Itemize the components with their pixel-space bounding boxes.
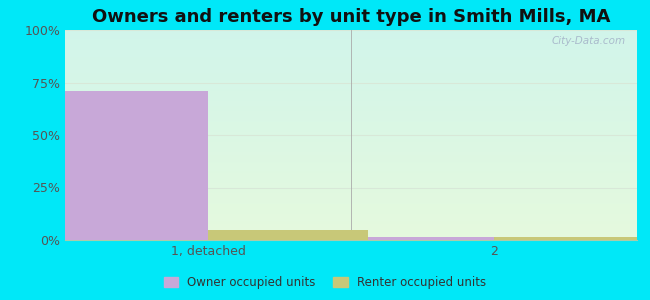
Bar	[494, 237, 650, 240]
Text: City-Data.com: City-Data.com	[551, 36, 625, 46]
Legend: Owner occupied units, Renter occupied units: Owner occupied units, Renter occupied un…	[159, 272, 491, 294]
Title: Owners and renters by unit type in Smith Mills, MA: Owners and renters by unit type in Smith…	[92, 8, 610, 26]
Bar	[208, 230, 368, 240]
Bar	[334, 237, 494, 240]
Bar	[48, 91, 208, 240]
